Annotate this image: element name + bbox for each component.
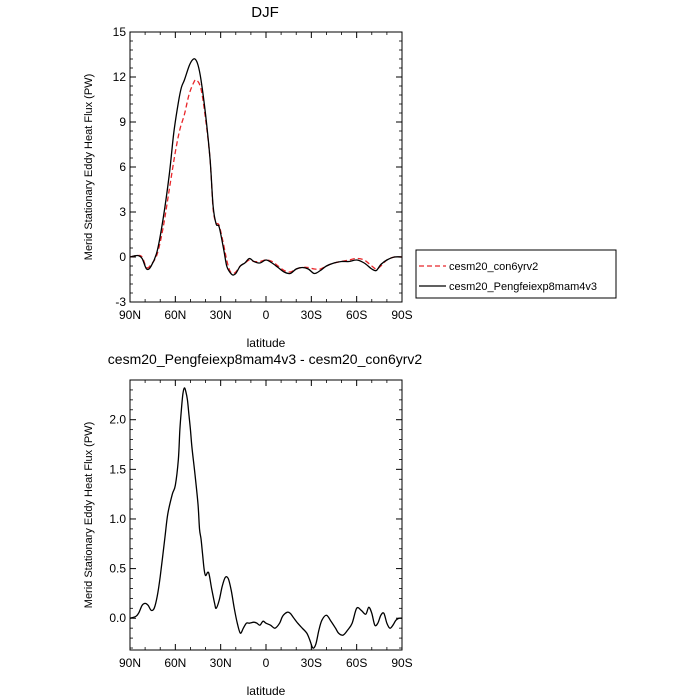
x-tick-label: 30N <box>210 656 232 670</box>
y-tick-label: 0.0 <box>109 611 126 625</box>
y-tick-label: 1.5 <box>109 462 126 476</box>
x-tick-label: 90N <box>119 656 141 670</box>
x-tick-label: 60S <box>346 656 367 670</box>
x-tick-label: 90S <box>391 308 412 322</box>
x-tick-label: 90S <box>391 656 412 670</box>
x-tick-label: 30N <box>210 308 232 322</box>
top-panel: DJF 90N 60N 30N 0 30S 60S 90S -3 0 3 6 9 12 15 latitu… <box>83 4 617 350</box>
bottom-panel: cesm20_Pengfeiexp8mam4v3 - cesm20_con6yr… <box>83 351 422 698</box>
x-tick-label: 60S <box>346 308 367 322</box>
x-tick-label: 90N <box>119 308 141 322</box>
series-line-cesm20_con6yrv2 <box>129 79 403 275</box>
difference-series-line <box>129 387 403 649</box>
y-tick-label: 9 <box>119 115 126 129</box>
x-tick-label: 60N <box>164 308 186 322</box>
top-chart-title: DJF <box>251 4 279 21</box>
bottom-chart-title: cesm20_Pengfeiexp8mam4v3 - cesm20_con6yr… <box>108 351 423 367</box>
top-y-axis-label: Merid Stationary Eddy Heat Flux (PW) <box>83 74 95 260</box>
x-tick-label: 30S <box>301 656 322 670</box>
x-tick-label: 0 <box>263 308 270 322</box>
legend-label-con6yrv2: cesm20_con6yrv2 <box>449 261 538 273</box>
y-tick-label: 1.0 <box>109 512 126 526</box>
x-tick-label: 60N <box>164 656 186 670</box>
top-x-axis-label: latitude <box>247 336 286 350</box>
y-tick-label: 0.5 <box>109 562 126 576</box>
x-tick-label: 30S <box>301 308 322 322</box>
y-tick-label: 15 <box>113 25 127 39</box>
y-tick-label: -3 <box>115 295 126 309</box>
bottom-y-axis-label: Merid Stationary Eddy Heat Flux (PW) <box>83 422 95 608</box>
y-tick-label: 0 <box>119 250 126 264</box>
y-tick-label: 2.0 <box>109 413 126 427</box>
y-tick-label: 12 <box>113 70 127 84</box>
y-tick-label: 6 <box>119 160 126 174</box>
series-line-cesm20_Pengfeiexp8mam4v3 <box>129 58 403 276</box>
bottom-x-axis-label: latitude <box>247 684 286 698</box>
legend-box <box>415 249 617 299</box>
legend: cesm20_con6yrv2 cesm20_Pengfeiexp8mam4v3 <box>415 249 617 299</box>
y-tick-label: 3 <box>119 205 126 219</box>
x-tick-label: 0 <box>263 656 270 670</box>
legend-label-pengfei: cesm20_Pengfeiexp8mam4v3 <box>449 281 597 293</box>
